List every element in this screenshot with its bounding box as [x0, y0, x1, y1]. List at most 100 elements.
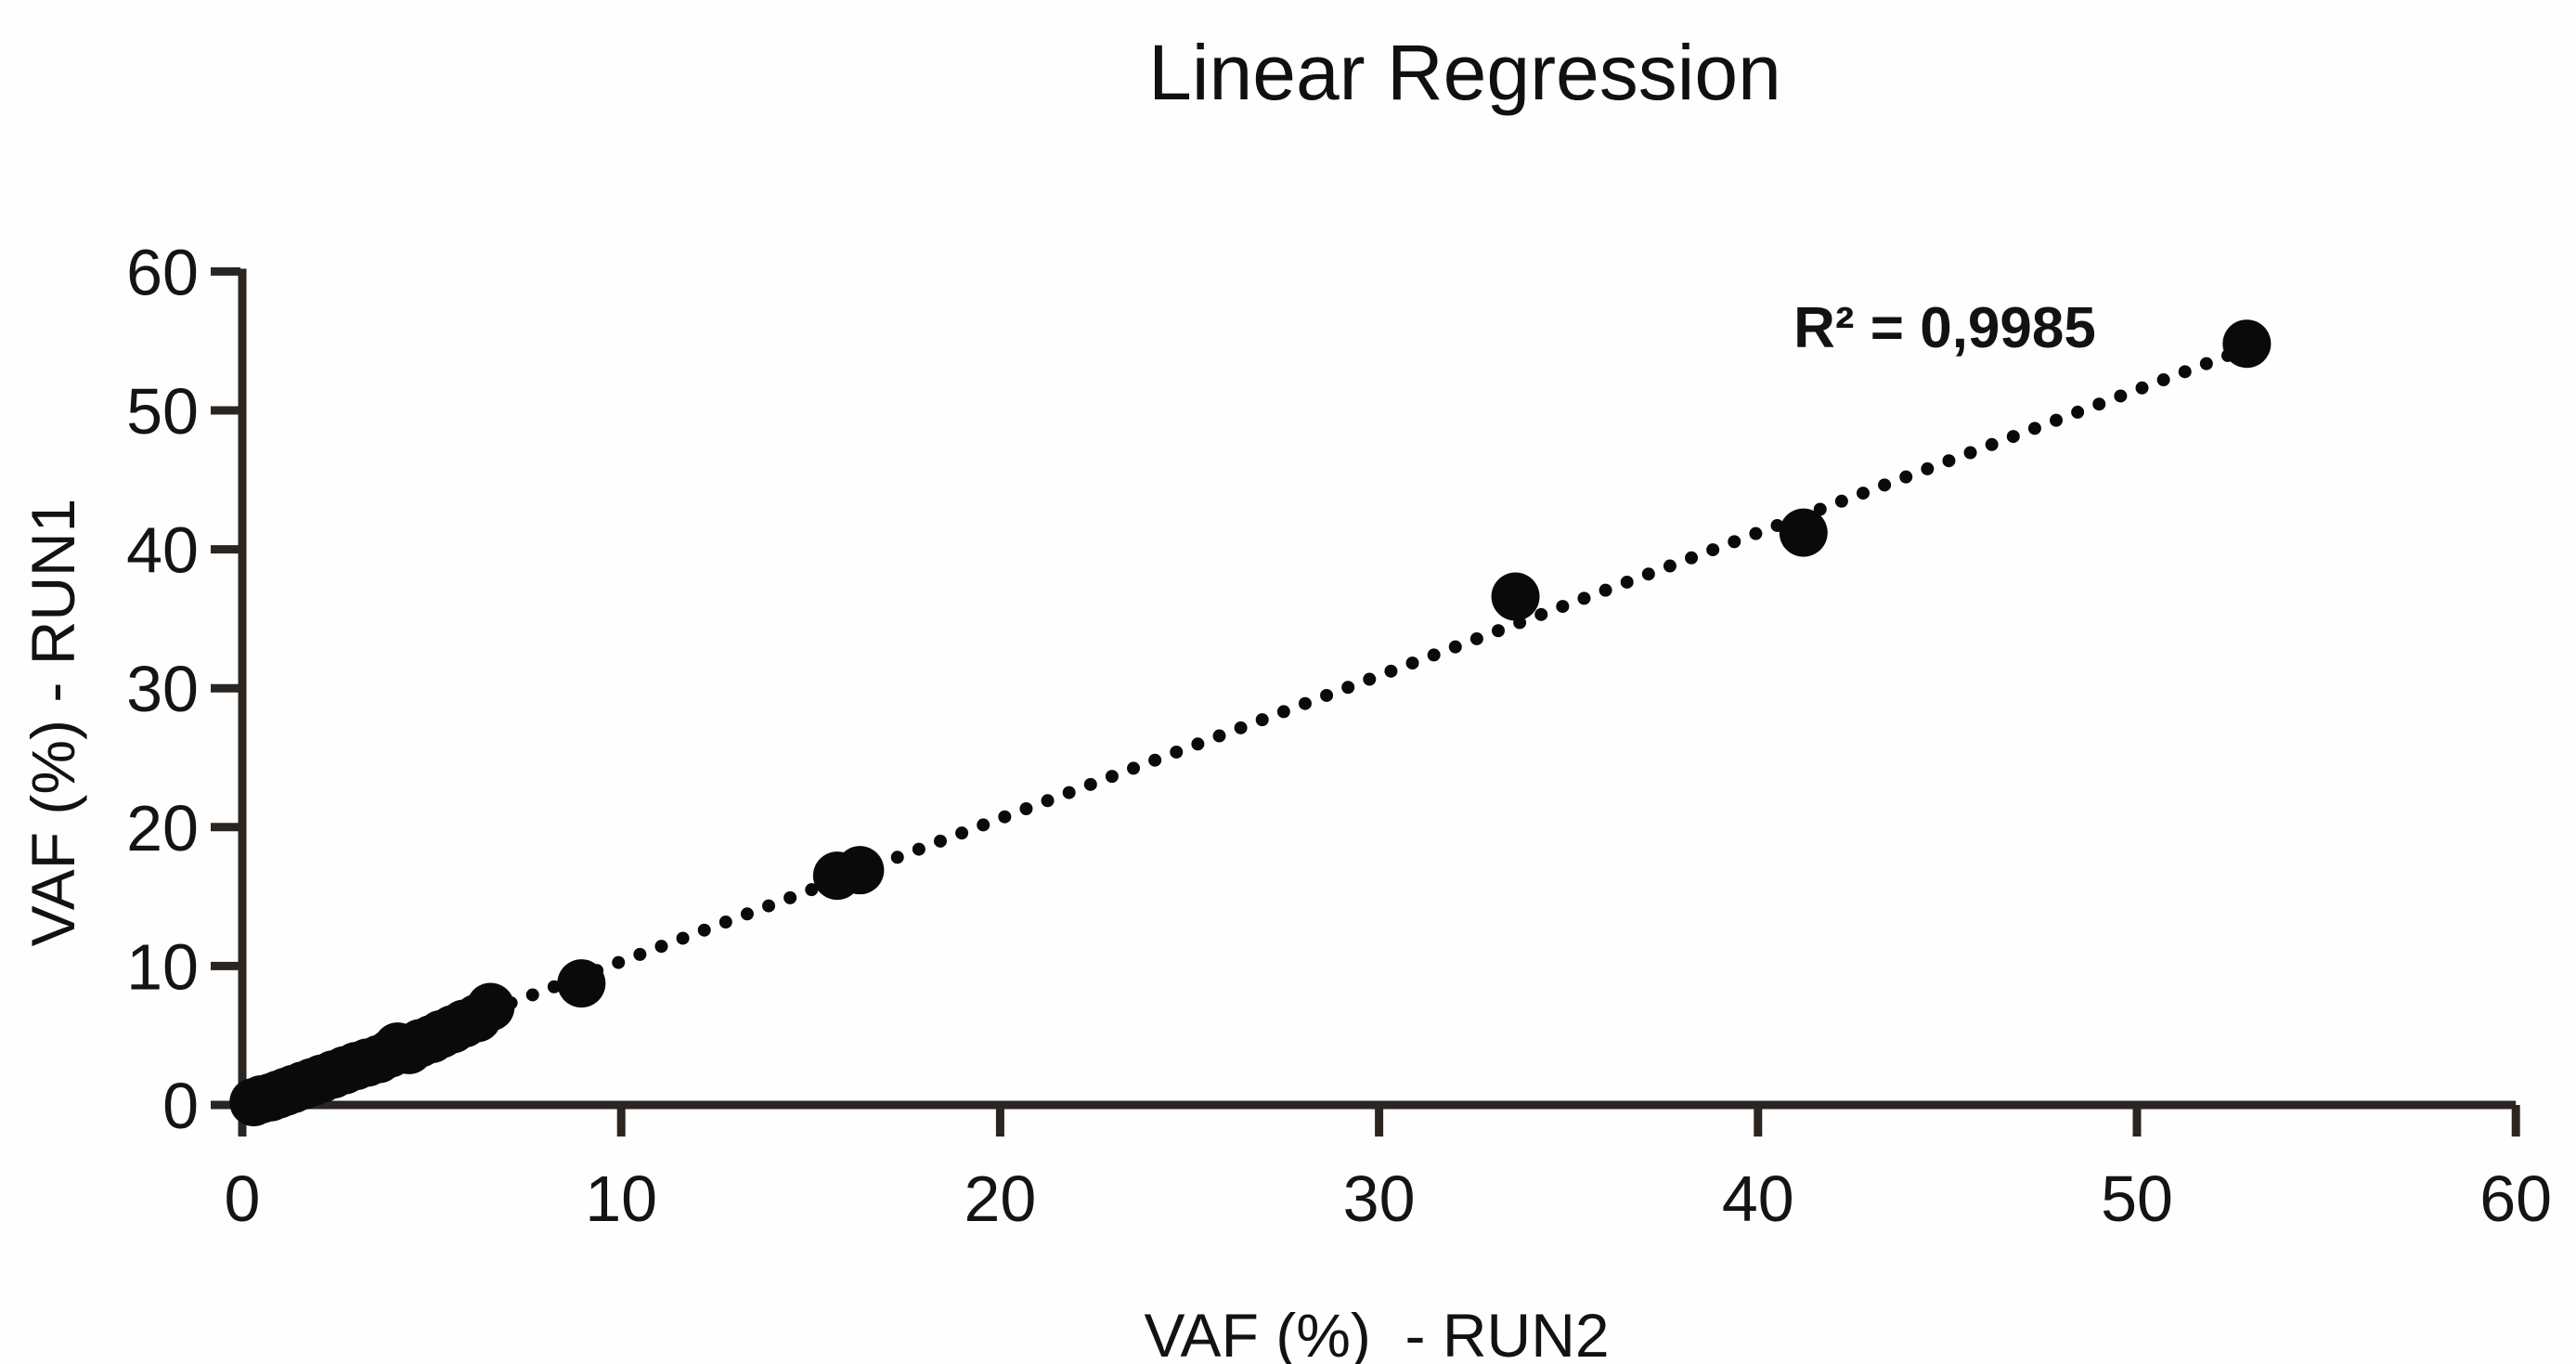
trendline-dot: [1856, 487, 1870, 500]
x-tick-label: 10: [585, 1163, 657, 1235]
trendline-dot: [933, 834, 947, 848]
trendline-dot: [1062, 786, 1076, 799]
trendline-dot: [805, 883, 819, 897]
trendline-dot: [1469, 631, 1483, 645]
trendline-dot: [2027, 422, 2041, 435]
trendline-dot: [1834, 494, 1848, 508]
trendline-dot: [1384, 664, 1398, 678]
trendline-dot: [2199, 357, 2213, 370]
data-points: [229, 319, 2272, 1127]
trendline-dot: [1298, 696, 1312, 710]
trendline-dot: [2156, 373, 2170, 387]
trendline-dot: [2114, 389, 2128, 403]
trendline-dot: [1234, 721, 1248, 734]
trendline-dot: [1405, 656, 1419, 670]
trendline-dot: [697, 923, 711, 937]
trendline-dot: [1105, 770, 1119, 784]
y-tick-label: 30: [126, 653, 199, 725]
trendline-dot: [1599, 583, 1612, 597]
chart-title: Linear Regression: [1148, 29, 1781, 116]
trendline-dot: [1341, 681, 1355, 695]
data-point: [466, 982, 515, 1032]
trendline-dot: [1878, 478, 1892, 492]
data-point: [1779, 508, 1828, 557]
trendline-dot: [1620, 575, 1634, 589]
x-tick-label: 40: [1722, 1163, 1794, 1235]
trendline-dot: [1320, 688, 1334, 702]
trendline-dot: [1170, 745, 1184, 759]
trendline-dot: [1556, 600, 1570, 614]
trendline-dot: [676, 931, 690, 945]
x-tick-label: 60: [2479, 1163, 2552, 1235]
regression-trendline: [247, 348, 2234, 1107]
x-axis-label: VAF (%) - RUN2: [1144, 1301, 1610, 1364]
trendline-dot: [977, 818, 990, 832]
trendline-dot: [998, 810, 1012, 824]
trendline-dot: [1899, 470, 1913, 484]
data-point: [835, 846, 885, 895]
trendline-dot: [1492, 624, 1506, 638]
trendline-dot: [1427, 648, 1441, 662]
trendline-dot: [2006, 430, 2020, 444]
trendline-dot: [525, 988, 539, 1002]
trendline-dot: [1148, 753, 1162, 767]
tick-marks: [211, 266, 2520, 1137]
trendline-dot: [1534, 607, 1548, 621]
trendline-dot: [1041, 794, 1055, 808]
trendline-dot: [912, 842, 926, 856]
trendline-dot: [1276, 705, 1290, 719]
y-tick-label: 60: [126, 236, 199, 308]
trendline-dot: [1963, 446, 1977, 460]
data-point: [557, 959, 606, 1008]
trendline-dot: [1191, 737, 1205, 751]
x-tick-label: 30: [1343, 1163, 1416, 1235]
x-tick-label: 0: [225, 1163, 261, 1235]
trendline-dot: [783, 890, 797, 904]
trendline-dot: [1663, 559, 1676, 573]
trendline-dot: [1728, 535, 1741, 549]
trendline-dot: [2092, 397, 2106, 411]
trendline-dot: [740, 907, 754, 921]
trendline-dot: [762, 899, 776, 913]
trendline-dot: [2135, 381, 2149, 395]
x-tick-label: 50: [2101, 1163, 2173, 1235]
trendline-dot: [1577, 591, 1591, 605]
trendline-dot: [633, 947, 647, 961]
trendline-dot: [2050, 413, 2064, 427]
trendline-dot: [718, 916, 732, 929]
trendline-dot: [654, 940, 668, 954]
trendline-dot: [1019, 801, 1033, 815]
y-axis-label: VAF (%) - RUN1: [19, 498, 87, 947]
trendline-dot: [1212, 729, 1226, 743]
trendline-dot: [890, 851, 904, 864]
trendline-dot: [2178, 365, 2192, 379]
y-tick-label: 10: [126, 930, 199, 1003]
trendline-dot: [1255, 713, 1269, 727]
trendline-dot: [1985, 437, 1999, 451]
y-tick-label: 20: [126, 792, 199, 864]
trendline-dot: [1685, 551, 1699, 565]
trendline-dot: [955, 826, 969, 840]
data-point: [1491, 572, 1540, 621]
trendline-dot: [1641, 567, 1655, 581]
trendline-dot: [1448, 640, 1462, 654]
data-point: [2222, 319, 2272, 369]
trendline-dot: [1363, 672, 1377, 686]
trendline-dot: [1083, 777, 1097, 791]
trendline-dot: [612, 955, 626, 969]
trendline-dot: [1706, 543, 1720, 557]
trendline-dot: [2071, 405, 2085, 419]
y-tick-label: 40: [126, 514, 199, 587]
y-tick-label: 0: [162, 1070, 199, 1142]
trendline-dot: [1127, 761, 1141, 775]
trendline-dot: [1942, 454, 1956, 468]
x-tick-label: 20: [964, 1163, 1036, 1235]
tick-labels: 0 10 20 30 40 50 60 0 10 20 30 40 50 60: [126, 236, 2552, 1235]
trendline-dot: [1749, 526, 1763, 540]
trendline-dot: [1921, 461, 1935, 475]
y-tick-label: 50: [126, 375, 199, 448]
r-squared-annotation: R² = 0,9985: [1793, 296, 2096, 360]
trendline-dot: [1813, 502, 1827, 516]
